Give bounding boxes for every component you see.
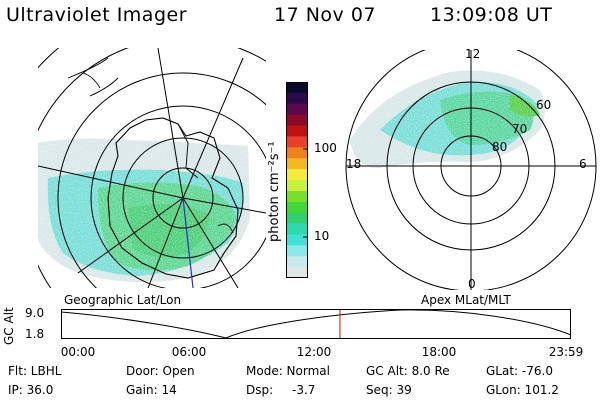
time-tick-1800: 18:00: [421, 345, 457, 359]
mode-status: Mode: Normal: [246, 364, 330, 378]
lat-label-70: 70: [512, 122, 528, 136]
mlt-label-top: 12: [465, 47, 481, 61]
seq-status: Seq: 39: [366, 383, 412, 397]
colorbar-stripe: [286, 169, 308, 181]
lat-label-80: 80: [492, 140, 508, 154]
colorbar-stripe: [286, 103, 308, 116]
instrument-title: Ultraviolet Imager: [6, 4, 188, 26]
time-tick-2359: 23:59: [548, 345, 584, 359]
filter-status: Flt: LBHL: [8, 364, 62, 378]
colorbar-tick-10: 10: [314, 229, 330, 243]
colorbar-stripe: [286, 234, 308, 246]
time-tick-0600: 06:00: [171, 345, 207, 359]
colorbar-stripe: [286, 125, 308, 137]
colorbar-stripe: [286, 201, 308, 214]
left-panel-caption: Geographic Lat/Lon: [64, 293, 182, 307]
time-tick-1200: 12:00: [296, 345, 332, 359]
glon-status: GLon: 101.2: [486, 383, 559, 397]
mlt-label-left: 18: [346, 157, 362, 171]
colorbar-stripe: [286, 223, 308, 235]
colorbar-stripe: [286, 158, 308, 170]
colorbar-unit-label: photon cm⁻²s⁻¹: [267, 141, 282, 242]
colorbar-stripe: [286, 92, 308, 105]
coastline: [107, 117, 239, 279]
colorbar: [286, 82, 308, 278]
colorbar-stripe: [286, 267, 308, 278]
apex-polar-plot: [345, 50, 597, 290]
dsp-value: -3.7: [292, 383, 316, 397]
altitude-curve: [61, 309, 571, 339]
colorbar-stripe: [286, 82, 308, 94]
mlt-label-bottom: 0: [468, 277, 476, 291]
colorbar-stripe: [286, 114, 308, 127]
colorbar-stripe: [286, 245, 308, 257]
colorbar-stripe: [286, 190, 308, 203]
lat-label-60: 60: [536, 98, 552, 112]
time-label: 13:09:08 UT: [430, 4, 553, 26]
time-tick-0000: 00:00: [60, 345, 96, 359]
altitude-top-value: 9.0: [25, 306, 45, 320]
geographic-map: [38, 48, 266, 288]
colorbar-tick-100: 100: [314, 141, 337, 155]
colorbar-stripe: [286, 212, 308, 225]
colorbar-stripe: [286, 180, 308, 192]
colorbar-stripe: [286, 136, 308, 148]
ip-status: IP: 36.0: [8, 383, 54, 397]
altitude-strip: [61, 309, 571, 339]
gain-status: Gain: 14: [126, 383, 177, 397]
glat-status: GLat: -76.0: [486, 364, 553, 378]
colorbar-stripe: [286, 256, 308, 268]
altitude-axis-label: GC Alt: [2, 307, 16, 345]
door-status: Door: Open: [126, 364, 195, 378]
dsp-label: Dsp:: [246, 383, 274, 397]
meridian-line: [182, 197, 194, 288]
right-panel-caption: Apex MLat/MLT: [421, 293, 511, 307]
altitude-bottom-value: 1.8: [25, 327, 45, 341]
mlt-label-right: 6: [579, 157, 587, 171]
colorbar-stripe: [286, 147, 308, 159]
gc-alt-status: GC Alt: 8.0 Re: [366, 364, 450, 378]
date-label: 17 Nov 07: [274, 4, 377, 26]
